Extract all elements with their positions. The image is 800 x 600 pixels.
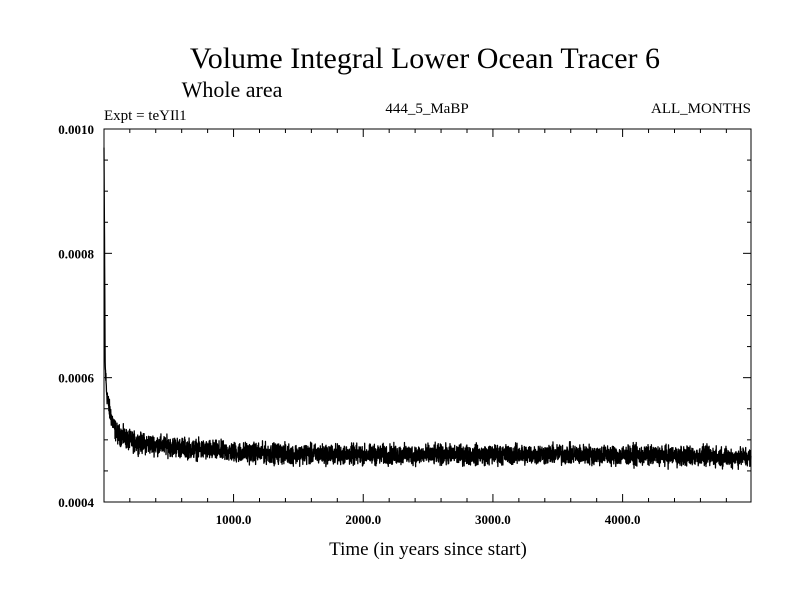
- plot-frame: [103, 128, 752, 503]
- chart-title: Volume Integral Lower Ocean Tracer 6: [190, 42, 660, 75]
- x-axis-label: Time (in years since start): [329, 539, 527, 560]
- y-tick-label: 0.0008: [58, 246, 94, 261]
- x-tick-label: 2000.0: [345, 512, 381, 527]
- series-layer: [103, 147, 752, 470]
- x-tick-label: 4000.0: [605, 512, 641, 527]
- ticks-layer: 1000.0 2000.0 3000.0 4000.0 0.0004 0.0006 0.00…: [58, 122, 751, 527]
- x-tick-label: 1000.0: [216, 512, 252, 527]
- y-tick-label: 0.0004: [58, 495, 94, 510]
- y-tick-label: 0.0006: [58, 371, 94, 386]
- period-label: 444_5_MaBP: [385, 101, 468, 117]
- series-line: [103, 147, 752, 470]
- x-tick-label: 3000.0: [475, 512, 511, 527]
- experiment-label: Expt = teYIl1: [104, 108, 187, 124]
- chart-subtitle: Whole area: [182, 77, 283, 102]
- months-label: ALL_MONTHS: [651, 101, 751, 117]
- y-tick-label: 0.0010: [58, 122, 94, 137]
